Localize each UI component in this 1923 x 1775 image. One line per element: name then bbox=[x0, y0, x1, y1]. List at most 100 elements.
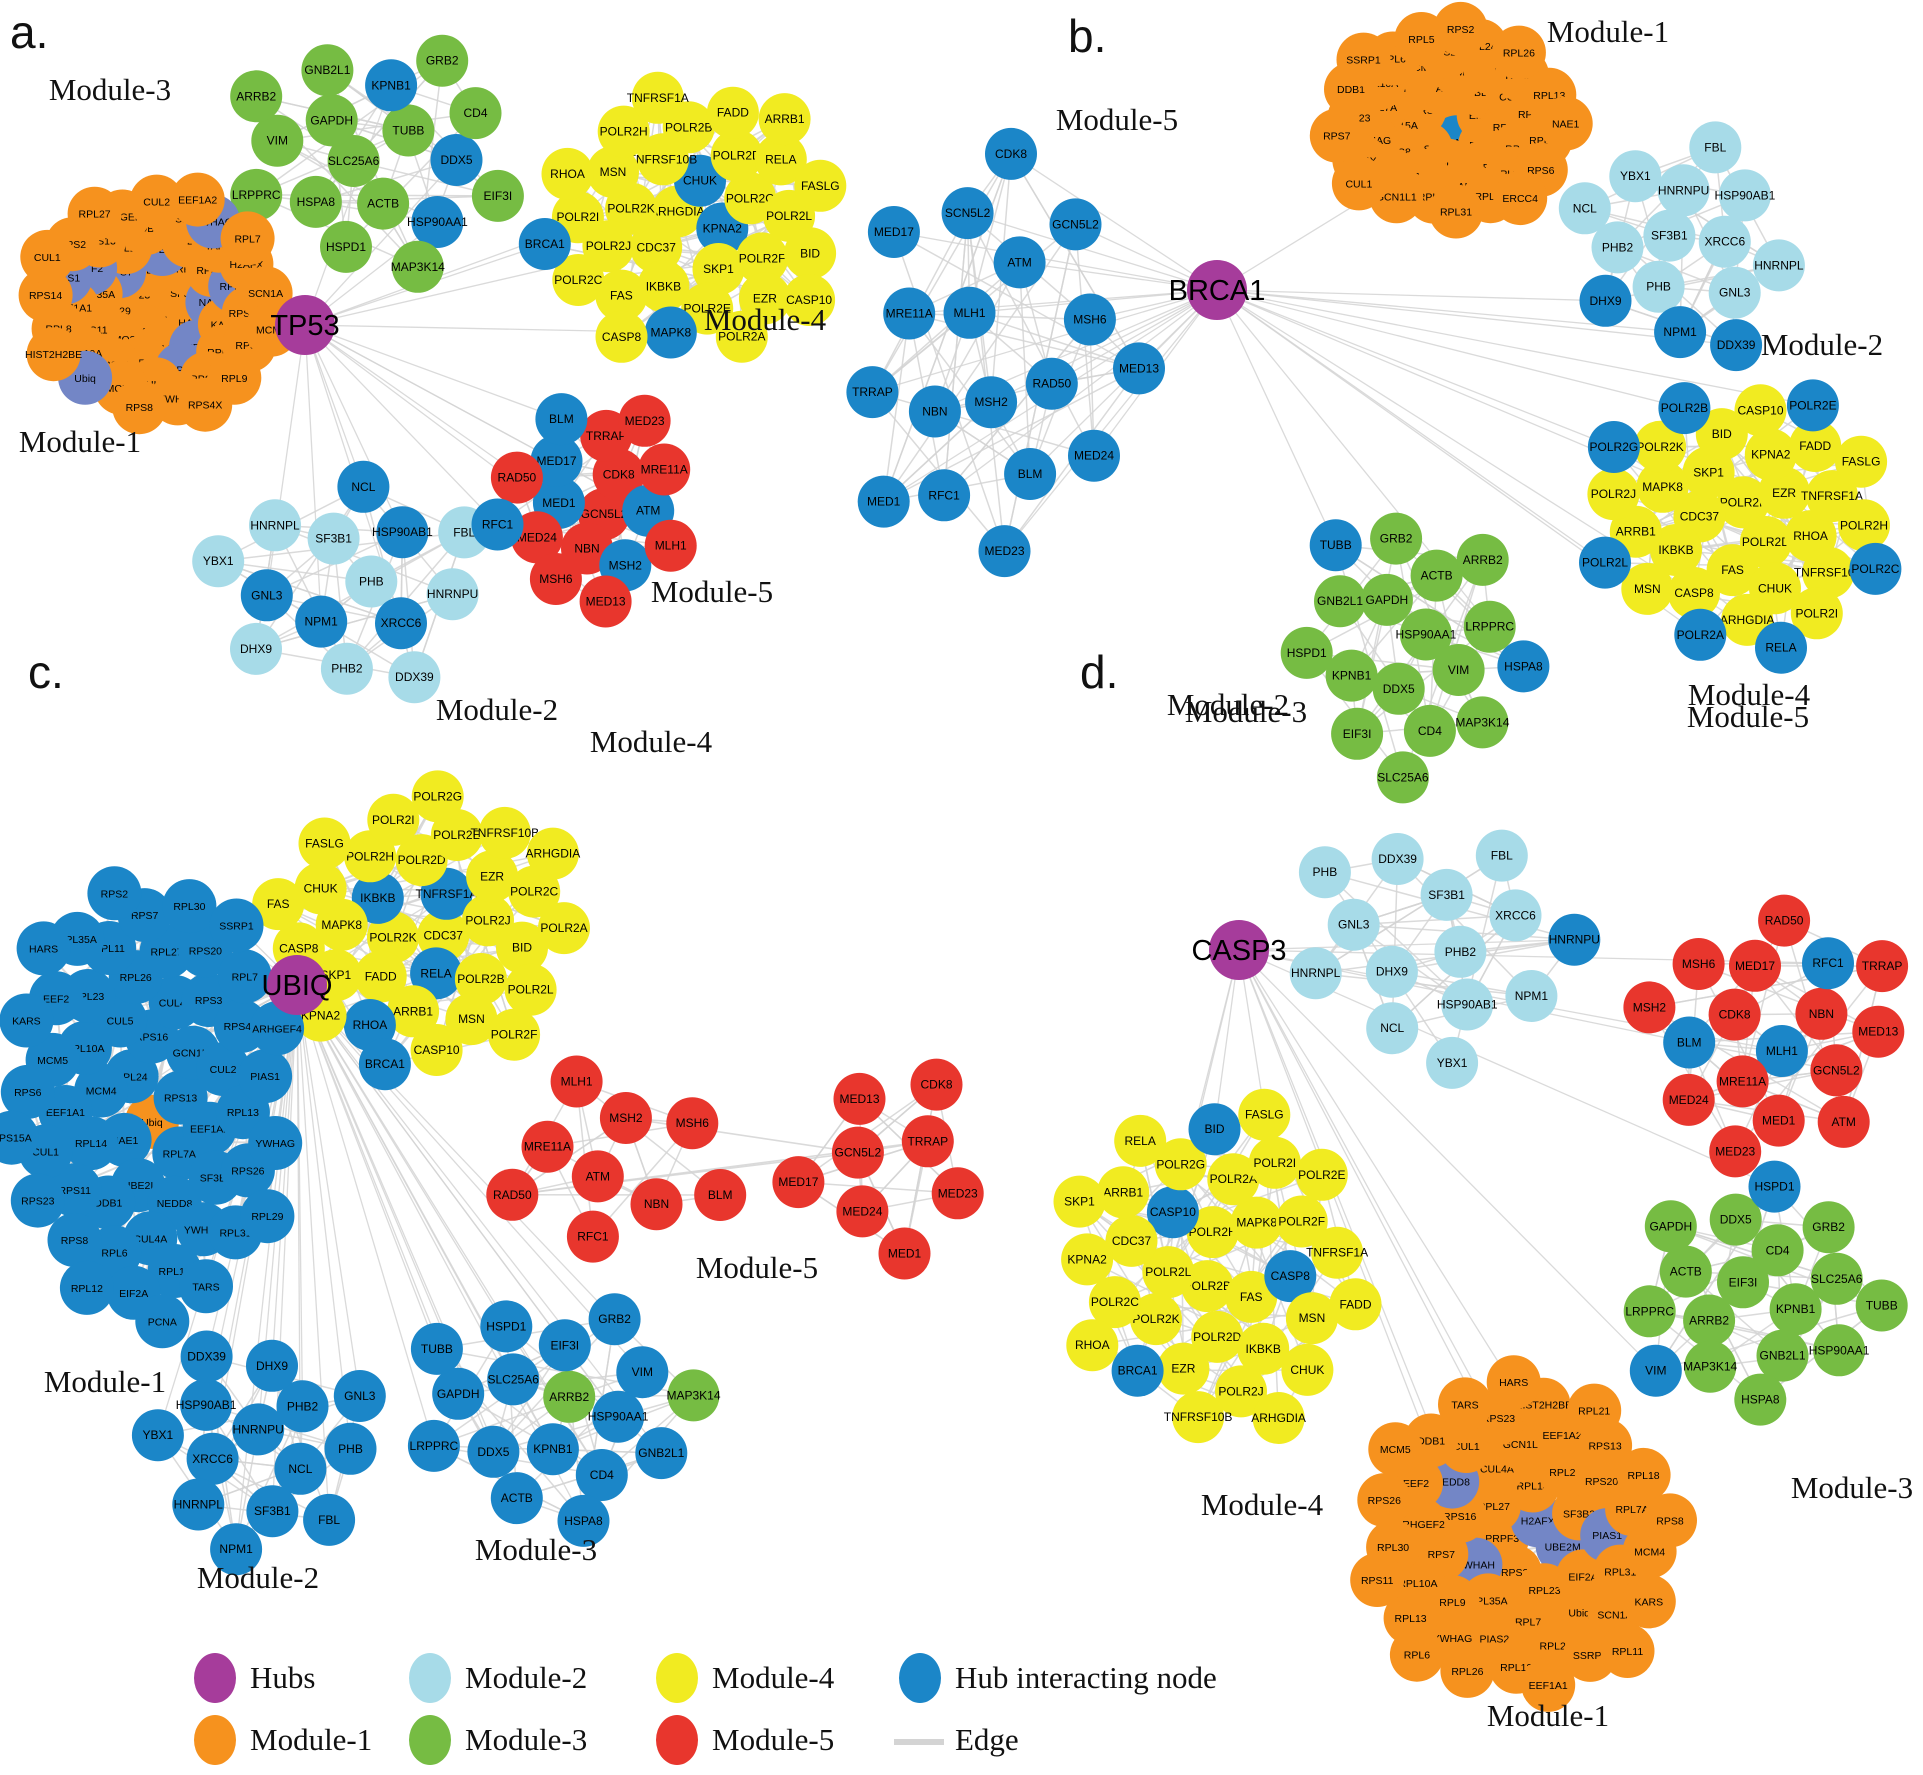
node-CUL1 bbox=[20, 229, 75, 284]
node-label: EZR bbox=[1171, 1362, 1195, 1376]
node-label: MED13 bbox=[1119, 361, 1159, 375]
node-SF3B1 bbox=[1420, 868, 1473, 921]
node-POLR2C bbox=[1088, 1276, 1141, 1329]
node-label: HNRNPL bbox=[1754, 258, 1804, 272]
node-HSP90AB1 bbox=[180, 1378, 233, 1431]
node-RFC1 bbox=[918, 469, 971, 522]
node-label: RPS6 bbox=[14, 1087, 42, 1099]
node-label: HSP90AA1 bbox=[407, 215, 468, 229]
module-label: Module-3 bbox=[1185, 694, 1307, 729]
node-label: BID bbox=[1204, 1122, 1224, 1136]
node-label: NBN bbox=[1809, 1007, 1834, 1021]
node-label: ACTB bbox=[1421, 569, 1453, 583]
node-HSP90AB1 bbox=[376, 506, 429, 559]
node-label: GNB2L1 bbox=[638, 1446, 684, 1460]
node-label: RPS8 bbox=[61, 1235, 89, 1247]
node-label: EIF2A bbox=[119, 1288, 148, 1300]
node-label: Ubiq bbox=[1568, 1608, 1590, 1620]
node-label: GAPDH bbox=[437, 1387, 480, 1401]
node-XRCC6 bbox=[1698, 215, 1751, 268]
node-CUL1 bbox=[1331, 156, 1386, 211]
node-label: MED1 bbox=[1762, 1114, 1796, 1128]
node-BRCA1 bbox=[1111, 1344, 1164, 1397]
node-label: CASP10 bbox=[786, 293, 832, 307]
node-label: GCN1L1 bbox=[1376, 191, 1417, 203]
node-DHX9 bbox=[1579, 274, 1632, 327]
node-label: FASLG bbox=[1842, 455, 1881, 469]
node-label: ARRB2 bbox=[1689, 1314, 1729, 1328]
module-label: Module-5 bbox=[1056, 102, 1178, 137]
node-HSP90AA1 bbox=[411, 196, 464, 248]
node-label: CHUK bbox=[1758, 581, 1792, 595]
node-label: DDX5 bbox=[1720, 1213, 1752, 1227]
node-ARHGDIA bbox=[526, 827, 579, 880]
node-label: RPS16 bbox=[135, 1032, 168, 1044]
node-MED17 bbox=[1729, 939, 1781, 992]
node-POLR2A bbox=[538, 902, 590, 955]
node-ARRB1 bbox=[387, 985, 440, 1038]
node-CASP10 bbox=[1734, 384, 1787, 437]
node-label: ARRB2 bbox=[236, 89, 276, 103]
node-label: GNL3 bbox=[1338, 918, 1370, 932]
node-label: MSH6 bbox=[539, 572, 573, 586]
hub-node-BRCA1 bbox=[1187, 260, 1247, 320]
node-RELA bbox=[1114, 1114, 1167, 1167]
node-label: CASP8 bbox=[279, 941, 319, 955]
node-RPL11 bbox=[1600, 1624, 1655, 1678]
node-label: TRRAP bbox=[1862, 959, 1903, 973]
node-ARRB1 bbox=[758, 93, 811, 146]
node-CHUK bbox=[294, 862, 347, 915]
node-label: MED24 bbox=[1669, 1093, 1709, 1107]
node-SSRP1 bbox=[209, 898, 264, 953]
node-label: CUL2 bbox=[143, 197, 170, 209]
node-label: XRCC6 bbox=[381, 616, 422, 630]
node-label: ARRB1 bbox=[765, 112, 805, 126]
node-label: POLR2C bbox=[510, 885, 558, 899]
node-POLR2D bbox=[710, 129, 763, 182]
node-label: DDX39 bbox=[187, 1350, 226, 1364]
node-label: POLR2E bbox=[1298, 1168, 1345, 1182]
node-label: MED1 bbox=[888, 1247, 922, 1261]
node-label: SSRP1 bbox=[1573, 1650, 1608, 1662]
node-label: DDX39 bbox=[1378, 852, 1417, 866]
node-label: HIST2H2BE bbox=[25, 349, 82, 361]
node-label: EIF2A bbox=[1568, 1571, 1597, 1583]
node-FADD bbox=[1789, 420, 1842, 472]
node-label: ARHGDIA bbox=[1251, 1411, 1306, 1425]
node-RELA bbox=[410, 947, 463, 1000]
node-FASLG bbox=[794, 159, 847, 212]
node-label: POLR2I bbox=[372, 813, 415, 827]
node-MED23 bbox=[618, 394, 671, 447]
node-label: RAD50 bbox=[498, 471, 537, 485]
node-label: RPS8 bbox=[126, 402, 154, 414]
node-label: ACTB bbox=[367, 197, 399, 211]
node-DDX39 bbox=[1371, 833, 1424, 885]
node-MED1 bbox=[1752, 1094, 1805, 1147]
node-label: POLR2C bbox=[554, 273, 602, 287]
node-CDK8 bbox=[1708, 988, 1761, 1041]
node-label: GNB2L1 bbox=[1317, 594, 1363, 608]
node-label: GCN1L1 bbox=[1503, 1439, 1544, 1451]
node-label: EZR bbox=[480, 869, 504, 883]
node-DDX5 bbox=[430, 134, 483, 186]
node-label: NCL bbox=[1573, 201, 1597, 215]
node-MAP3K14 bbox=[667, 1369, 720, 1422]
node-label: MCM4 bbox=[1634, 1546, 1665, 1558]
node-DDX5 bbox=[1709, 1193, 1762, 1246]
node-label: RPS13 bbox=[164, 1093, 197, 1105]
node-label: RFC1 bbox=[1812, 956, 1844, 970]
module-label: Module-4 bbox=[704, 302, 827, 337]
node-label: DHX9 bbox=[240, 642, 272, 656]
legend-label: Hub interacting node bbox=[955, 1660, 1217, 1695]
node-TNFRSF1A bbox=[631, 71, 684, 124]
node-label: SCN5L2 bbox=[945, 206, 991, 220]
node-label: POLR2D bbox=[713, 149, 761, 163]
cluster-module-2: SF3B1 XRCC6 PHB HNRNPU GNL3 PHB2 HSP90AB1 NPM1 Y… bbox=[1558, 121, 1805, 372]
module-label: Module-2 bbox=[436, 692, 558, 727]
node-label: MED17 bbox=[778, 1175, 818, 1189]
cluster-module-5: ATM MSH2 NBN MRE11A MSH6 RFC1 MLH1 BLM RAD50 bbox=[486, 1055, 747, 1263]
hub-label: UBIQ bbox=[262, 970, 333, 1002]
node-SF3B1 bbox=[246, 1485, 299, 1538]
node-label: GRB2 bbox=[426, 54, 459, 68]
node-ATM bbox=[1817, 1095, 1870, 1148]
